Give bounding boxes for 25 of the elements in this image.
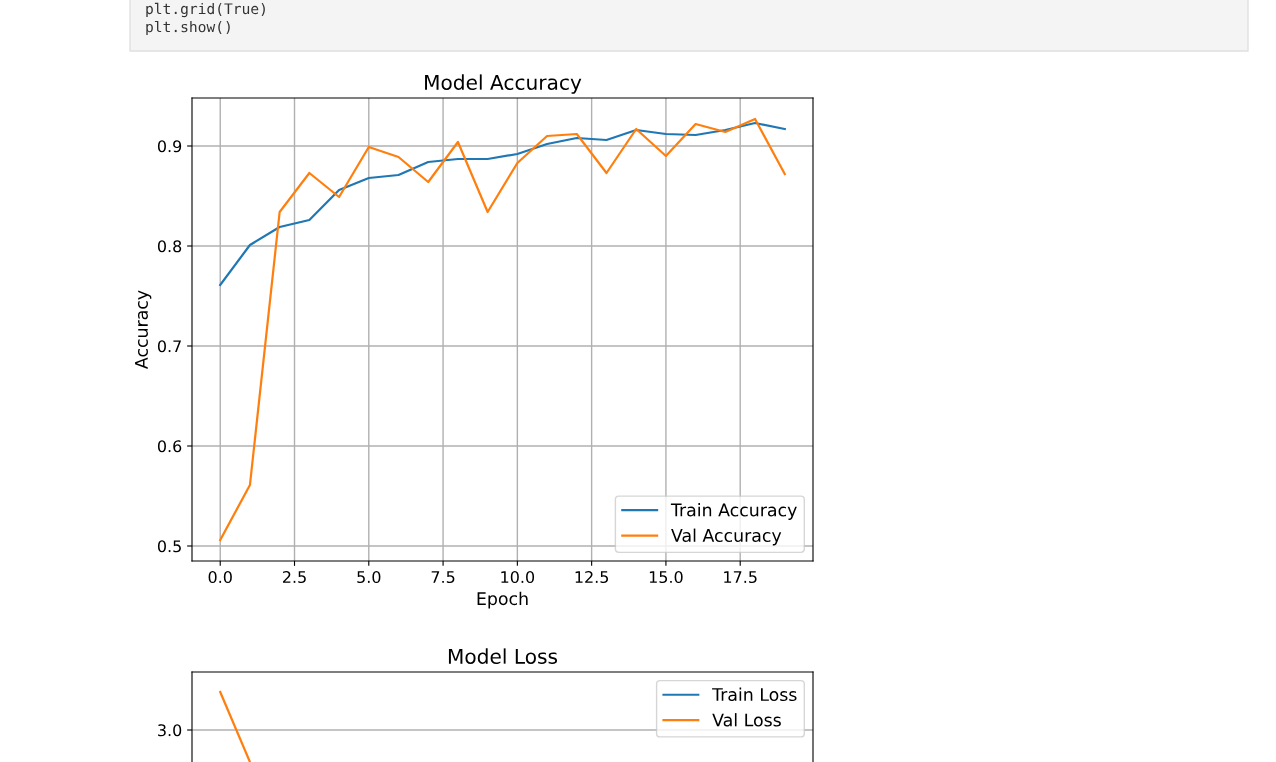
legend-label: Val Loss: [712, 713, 781, 727]
y-tick-label: 0.7: [157, 340, 181, 353]
y-axis-title: Accuracy: [135, 290, 152, 369]
x-tick-label: 7.5: [431, 571, 455, 584]
y-tick-label: 0.9: [157, 140, 182, 153]
x-tick-label: 17.5: [724, 571, 757, 584]
text: plt.show(): [146, 20, 230, 36]
x-tick-label: 10.0: [501, 571, 535, 584]
text: plt.grid(True): [146, 2, 265, 18]
legend-label: Train Loss: [712, 687, 797, 702]
x-tick-label: 12.5: [575, 571, 609, 584]
legend-label: Train Accuracy: [670, 503, 797, 520]
x-axis-title: Epoch: [477, 591, 528, 609]
x-tick-label: 5.0: [357, 571, 381, 584]
chart-title: Model Loss: [448, 648, 558, 664]
line-series: [219, 121, 786, 287]
legend-label: Val Accuracy: [671, 528, 782, 546]
chart-title: Model Accuracy: [425, 74, 582, 94]
y-tick-label: 0.6: [157, 440, 182, 453]
x-tick-label: 15.0: [649, 571, 683, 584]
x-tick-label: 2.5: [282, 571, 306, 584]
y-tick-label: 0.5: [157, 540, 181, 553]
x-tick-label: 0.0: [208, 571, 232, 584]
text: 3.0: [158, 724, 182, 737]
y-tick-label: 0.8: [157, 240, 182, 253]
